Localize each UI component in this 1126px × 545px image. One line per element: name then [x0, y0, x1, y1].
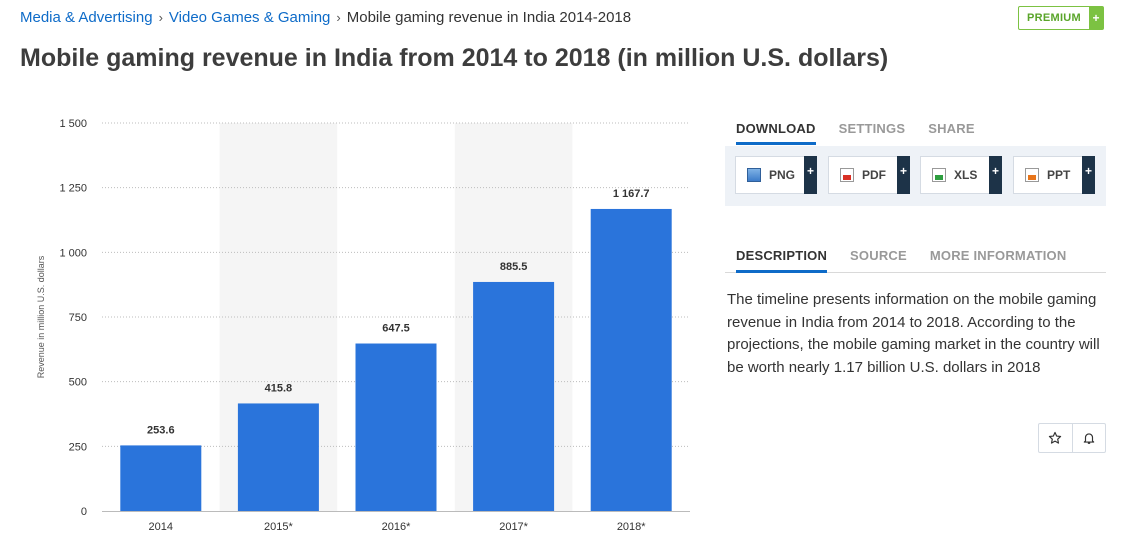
download-panel: PNG + PDF + XLS + PPT +	[725, 146, 1106, 206]
star-icon	[1049, 431, 1062, 444]
xls-file-icon	[932, 168, 946, 182]
y-tick-label: 1 250	[59, 183, 87, 195]
tab-share[interactable]: SHARE	[928, 121, 975, 136]
premium-button[interactable]: PREMIUM +	[1018, 6, 1104, 30]
download-png-label: PNG	[769, 168, 796, 182]
y-tick-label: 500	[69, 377, 87, 389]
breadcrumb-separator: ›	[336, 10, 341, 25]
tab-description[interactable]: DESCRIPTION	[736, 248, 828, 273]
breadcrumb-link-media-advertising[interactable]: Media & Advertising	[20, 9, 153, 26]
download-pdf-label: PDF	[862, 168, 886, 182]
favorite-button[interactable]	[1039, 424, 1072, 452]
pdf-file-icon	[840, 168, 854, 182]
plus-icon: +	[804, 156, 817, 194]
data-label: 885.5	[500, 261, 528, 273]
breadcrumb: Media & Advertising › Video Games & Gaming…	[20, 9, 631, 26]
info-tabs: DESCRIPTION SOURCE MORE INFORMATION	[725, 248, 1106, 273]
download-pdf-button[interactable]: PDF +	[828, 156, 910, 194]
breadcrumb-current: Mobile gaming revenue in India 2014-2018	[346, 9, 632, 26]
plus-icon: +	[897, 156, 910, 194]
page-title: Mobile gaming revenue in India from 2014…	[20, 44, 889, 72]
x-tick-label: 2018*	[617, 521, 646, 533]
x-tick-label: 2015*	[264, 521, 293, 533]
breadcrumb-separator: ›	[158, 10, 163, 25]
y-tick-label: 750	[69, 312, 87, 324]
ppt-file-icon	[1025, 168, 1039, 182]
plus-icon: +	[1082, 156, 1095, 194]
description-text: The timeline presents information on the…	[727, 291, 1100, 376]
bar	[590, 208, 672, 511]
bell-icon	[1083, 433, 1094, 444]
plus-icon: +	[989, 156, 1002, 194]
tab-download[interactable]: DOWNLOAD	[736, 121, 816, 145]
download-ppt-button[interactable]: PPT +	[1013, 156, 1095, 194]
data-label: 415.8	[265, 382, 293, 394]
y-tick-label: 250	[69, 441, 87, 453]
bar	[355, 343, 437, 511]
download-xls-label: XLS	[954, 168, 978, 182]
data-label: 1 167.7	[613, 188, 650, 200]
bar	[237, 403, 319, 511]
y-tick-label: 0	[81, 506, 87, 518]
tab-settings[interactable]: SETTINGS	[838, 121, 906, 136]
png-file-icon	[747, 168, 761, 182]
tab-more-information[interactable]: MORE INFORMATION	[929, 248, 1067, 263]
premium-label: PREMIUM	[1026, 12, 1082, 24]
download-tabs: DOWNLOAD SETTINGS SHARE	[725, 121, 1106, 145]
download-ppt-label: PPT	[1047, 168, 1071, 182]
action-buttons	[1038, 423, 1106, 453]
bar	[120, 445, 202, 511]
x-tick-label: 2014	[149, 521, 173, 533]
x-tick-label: 2017*	[499, 521, 528, 533]
data-label: 253.6	[147, 424, 175, 436]
bar-chart: 0 250 500 750 1 000 1 250 1 500 253.6 2014 415.8 2…	[36, 118, 690, 533]
x-tick-label: 2016*	[382, 521, 411, 533]
breadcrumb-link-video-games[interactable]: Video Games & Gaming	[168, 9, 331, 26]
download-xls-button[interactable]: XLS +	[920, 156, 1002, 194]
premium-plus-icon: +	[1089, 7, 1103, 29]
y-axis-title: Revenue in million U.S. dollars	[36, 255, 46, 378]
y-tick-label: 1 500	[59, 118, 87, 130]
bar	[473, 281, 555, 511]
download-png-button[interactable]: PNG +	[735, 156, 817, 194]
y-tick-label: 1 000	[59, 247, 87, 259]
data-label: 647.5	[382, 323, 410, 335]
notification-button[interactable]	[1071, 424, 1106, 452]
tab-source[interactable]: SOURCE	[850, 248, 907, 263]
